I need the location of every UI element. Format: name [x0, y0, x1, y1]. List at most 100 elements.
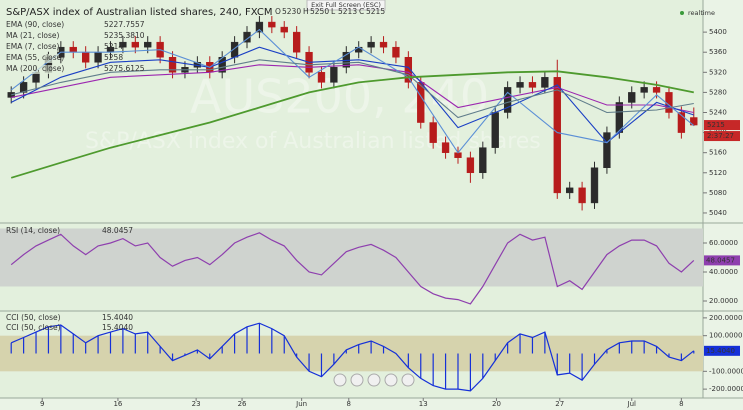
ohlc-value: 5213 — [338, 7, 357, 16]
legend-name: MA (200, close) — [6, 64, 64, 73]
candle-body — [69, 46, 77, 53]
candle-body — [392, 46, 400, 58]
candle-body — [317, 72, 326, 83]
ohlc-label: L — [331, 7, 336, 16]
indicator-band — [0, 335, 703, 372]
indicator-name: RSI (14, close) — [6, 226, 60, 235]
candle-body — [466, 157, 475, 174]
moving-average-line — [10, 46, 694, 144]
chart-title: S&P/ASX index of Australian listed share… — [6, 7, 272, 18]
x-tick-label: 8 — [679, 400, 683, 408]
last-value-box — [704, 255, 740, 266]
indicator-line — [10, 322, 695, 392]
candle-body — [268, 21, 276, 28]
countdown-box — [704, 131, 740, 142]
candle-body — [566, 187, 574, 194]
y-tick-label: 200.0000 — [709, 314, 742, 322]
y-tick-label: 40.0000 — [709, 268, 738, 276]
x-tick-label: 16 — [113, 400, 122, 408]
candle-body — [417, 82, 425, 123]
candle-body — [404, 56, 413, 83]
candle-body — [94, 51, 102, 63]
y-tick-label: 60.0000 — [709, 239, 738, 247]
candle-body — [479, 147, 487, 174]
candle-body — [541, 77, 549, 88]
ohlc-value: 5215 — [366, 7, 385, 16]
indicator-line — [10, 232, 695, 305]
candle-body — [553, 77, 561, 194]
last-value-box — [704, 345, 740, 356]
candle-body — [280, 26, 288, 33]
ohlc-label: O — [275, 7, 281, 16]
realtime-label: realtime — [688, 9, 715, 17]
moving-average-line — [11, 59, 694, 119]
moving-average-line — [10, 28, 695, 154]
zoom-button[interactable] — [333, 373, 347, 387]
last-price-box — [704, 120, 740, 131]
last-price-label: 5215 — [707, 121, 725, 129]
candle-body — [652, 87, 661, 93]
candle-body — [131, 41, 139, 48]
moving-average-line — [11, 64, 694, 114]
y-tick-label: -200.0000 — [709, 385, 743, 393]
legend-swatch — [4, 65, 59, 74]
indicator-value: 15.4040 — [102, 323, 133, 332]
y-tick-label: 5280 — [709, 88, 727, 96]
candle-body — [168, 56, 177, 73]
x-tick-label: 8 — [347, 400, 351, 408]
candle-body — [578, 187, 586, 204]
indicator-value: 15.4040 — [102, 313, 133, 322]
x-tick-label: 20 — [492, 400, 501, 408]
legend-name: EMA (55, close) — [6, 53, 64, 62]
legend-value: 5258 — [104, 53, 123, 62]
y-tick-label: 5400 — [709, 28, 727, 36]
y-tick-label: -100.0000 — [709, 367, 743, 375]
last-value-label: 48.0457 — [706, 256, 735, 264]
last-value-label: 15.4040 — [706, 347, 735, 355]
legend-swatch — [4, 21, 59, 30]
y-tick-label: 5360 — [709, 48, 727, 56]
time-scale-area — [0, 398, 743, 410]
candle-body — [119, 41, 127, 48]
candle-body — [429, 122, 437, 143]
candle-body — [503, 87, 512, 113]
candle-body — [367, 41, 375, 48]
x-tick-label: Jul — [627, 400, 637, 408]
exit-fullscreen-label[interactable]: Exit Full Screen (ESC) — [311, 1, 381, 9]
y-tick-label: 100.0000 — [709, 332, 742, 340]
countdown-label: 2:37:27 — [707, 132, 734, 140]
exit-fullscreen-button[interactable] — [306, 0, 386, 11]
zoom-button[interactable] — [367, 373, 381, 387]
y-tick-label: 5040 — [709, 209, 727, 217]
ohlc-label: H — [303, 7, 309, 16]
candle-body — [255, 21, 264, 33]
zoom-button[interactable] — [350, 373, 364, 387]
candle-body — [379, 41, 388, 48]
indicator-name: CCI (50, close) — [6, 313, 61, 322]
candle-body — [528, 82, 537, 88]
legend-value: 5235.3810 — [104, 31, 145, 40]
legend-value: 5275.6125 — [104, 64, 145, 73]
ohlc-label: C — [359, 7, 364, 16]
price-scale-area — [703, 0, 743, 398]
candle-body — [292, 31, 301, 53]
y-tick-label: 5240 — [709, 108, 727, 116]
candle-body — [590, 167, 599, 204]
ohlc-value: 5230 — [282, 7, 301, 16]
moving-average-line — [10, 70, 694, 179]
x-tick-label: 27 — [555, 400, 564, 408]
candle-body — [82, 51, 90, 63]
realtime-dot — [680, 11, 684, 15]
x-tick-label: 26 — [238, 400, 247, 408]
x-tick-label: 23 — [192, 400, 201, 408]
zoom-button[interactable] — [384, 373, 398, 387]
legend-value: 5227.7557 — [104, 20, 145, 29]
candle-body — [677, 112, 686, 133]
x-tick-label: Jun — [295, 400, 307, 408]
legend-name: EMA (90, close) — [6, 20, 64, 29]
zoom-button[interactable] — [401, 373, 415, 387]
y-tick-label: 5080 — [709, 189, 727, 197]
y-tick-label: 5320 — [709, 68, 727, 76]
legend-swatch — [4, 43, 59, 52]
